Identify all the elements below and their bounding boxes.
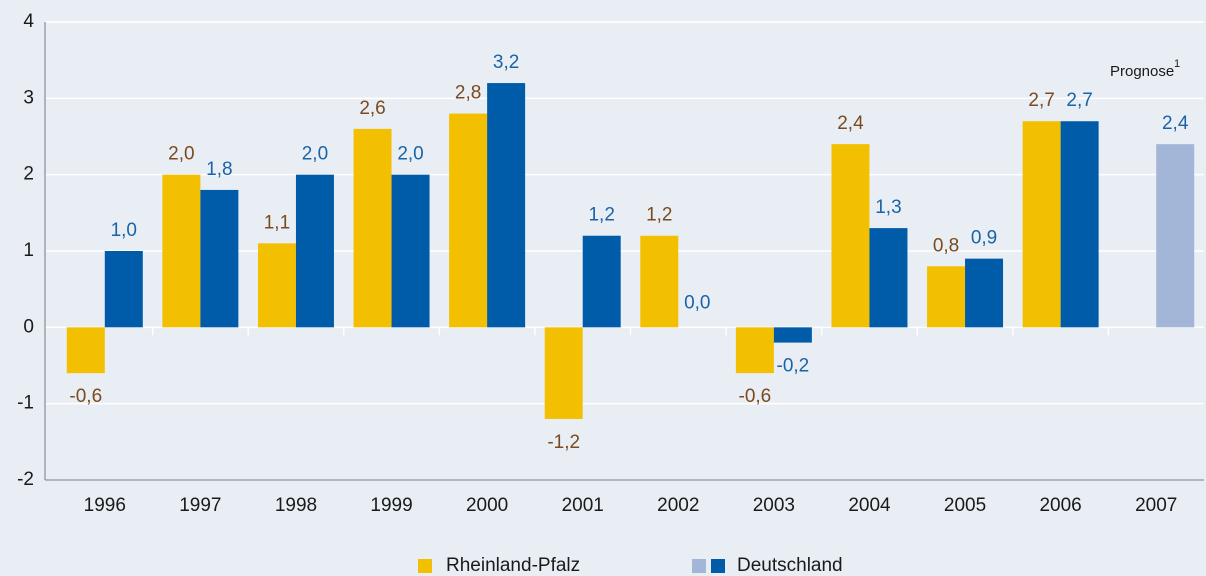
- bar: [544, 327, 583, 419]
- x-tick-label: 2004: [848, 495, 891, 516]
- bar: [66, 327, 105, 374]
- value-label: 0,9: [971, 228, 997, 249]
- legend-label: Rheinland-Pfalz: [446, 555, 580, 576]
- value-label: 2,7: [1066, 90, 1092, 111]
- x-tick-label: 1997: [179, 495, 221, 516]
- bar: [927, 266, 966, 328]
- value-label: 1,8: [206, 159, 232, 180]
- bar: [640, 235, 679, 328]
- legend-label: Deutschland: [737, 555, 843, 576]
- y-tick-label: 3: [23, 87, 34, 108]
- bar: [449, 113, 488, 328]
- bar: [487, 83, 526, 328]
- bar: [391, 174, 430, 328]
- value-label: 2,0: [302, 144, 328, 165]
- x-tick-label: 1996: [84, 495, 126, 516]
- x-tick-label: 2005: [944, 495, 986, 516]
- x-tick-label: 1999: [370, 495, 412, 516]
- bar: [104, 251, 143, 328]
- value-label: 1,1: [264, 212, 290, 233]
- value-label: 1,0: [111, 220, 137, 241]
- value-label: -0,6: [69, 386, 102, 407]
- value-label: -0,2: [777, 356, 810, 377]
- bar: [735, 327, 774, 374]
- y-tick-label: 1: [23, 240, 34, 261]
- value-label: 2,0: [168, 144, 194, 165]
- bar: [1156, 144, 1195, 328]
- x-tick-label: 2000: [466, 495, 508, 516]
- y-tick-label: 4: [23, 11, 34, 32]
- value-label: 2,4: [1162, 113, 1189, 134]
- annotation-superscript: 1: [1174, 58, 1180, 70]
- x-tick-label: 2001: [562, 495, 604, 516]
- bar: [1022, 121, 1061, 328]
- value-label: 2,7: [1028, 90, 1054, 111]
- bar: [869, 228, 908, 328]
- value-label: 2,8: [455, 83, 481, 104]
- value-label: -1,2: [547, 432, 580, 453]
- value-label: 2,4: [837, 113, 864, 134]
- value-label: 1,3: [875, 197, 901, 218]
- value-label: -0,6: [739, 386, 772, 407]
- value-label: 2,0: [397, 144, 423, 165]
- bar: [582, 235, 621, 328]
- x-tick-label: 1998: [275, 495, 317, 516]
- value-label: 1,2: [646, 205, 672, 226]
- bar: [200, 189, 239, 328]
- bar: [1060, 121, 1099, 328]
- y-tick-label: -1: [17, 393, 34, 414]
- value-label: 3,2: [493, 52, 519, 73]
- x-tick-label: 2002: [657, 495, 699, 516]
- value-label: 0,8: [933, 235, 959, 256]
- legend-swatch: [692, 559, 706, 573]
- x-tick-label: 2006: [1039, 495, 1081, 516]
- y-tick-label: -2: [17, 469, 34, 490]
- legend-swatch: [418, 559, 432, 573]
- bar: [257, 243, 296, 328]
- legend-swatch: [711, 559, 725, 573]
- value-label: 0,0: [684, 292, 710, 313]
- annotation: Prognose: [1110, 63, 1174, 80]
- bar: [831, 144, 870, 328]
- bar: [162, 174, 201, 328]
- bar: [773, 327, 812, 343]
- bar: [295, 174, 334, 328]
- value-label: 2,6: [359, 98, 385, 119]
- x-tick-label: 2003: [753, 495, 795, 516]
- bar: [353, 128, 392, 328]
- x-tick-label: 2007: [1135, 495, 1177, 516]
- y-tick-label: 0: [23, 316, 34, 337]
- bar: [965, 258, 1004, 328]
- value-label: 1,2: [588, 205, 614, 226]
- y-tick-label: 2: [23, 164, 34, 185]
